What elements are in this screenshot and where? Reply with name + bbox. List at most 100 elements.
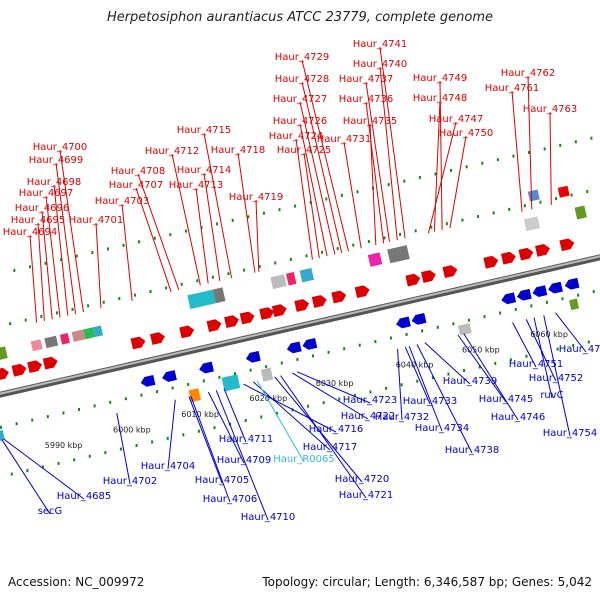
forward-tick xyxy=(258,265,261,269)
feature-block xyxy=(0,430,5,441)
reverse-gene-label: Haur_4702 xyxy=(103,476,158,487)
forward-gene-label: Haur_4747 xyxy=(429,114,484,125)
reverse-tick xyxy=(311,354,314,358)
gene-label-connector xyxy=(404,346,431,405)
feature-block xyxy=(569,298,580,311)
gene-label-connector xyxy=(301,59,350,252)
forward-tick xyxy=(102,300,105,304)
reverse-tick xyxy=(109,400,112,404)
forward-gene-label: Haur_4729 xyxy=(275,52,330,63)
forward-gene-label: Haur_4703 xyxy=(95,196,150,207)
gene-label-connector xyxy=(41,210,53,320)
forward-tick xyxy=(399,232,402,236)
reverse-tick xyxy=(119,447,122,451)
reverse-tick xyxy=(327,350,330,354)
reverse-tick xyxy=(447,372,450,376)
reverse-gene-arrow xyxy=(516,288,532,301)
reverse-tick xyxy=(436,325,439,329)
forward-tick xyxy=(352,243,355,247)
reverse-tick xyxy=(156,390,159,394)
reverse-tick xyxy=(218,375,221,379)
forward-tick xyxy=(387,183,390,187)
reverse-gene-label: secG xyxy=(38,506,63,517)
feature-block xyxy=(367,252,383,267)
gene-label-connector xyxy=(463,333,519,421)
map-title: Herpetosiphon aurantiacus ATCC 23779, co… xyxy=(106,10,494,25)
feature-block xyxy=(523,216,541,232)
forward-tick xyxy=(13,268,16,272)
reverse-gene-label: Haur_4738 xyxy=(445,445,500,456)
reverse-gene-label: Haur_4685 xyxy=(57,491,112,502)
gene-label-connector xyxy=(256,380,305,463)
feature-block xyxy=(260,367,274,382)
gene-label-connector xyxy=(29,234,38,323)
gene-label-connector xyxy=(299,101,336,255)
forward-tick xyxy=(75,254,78,258)
gene-label-connector xyxy=(397,348,403,421)
reverse-tick xyxy=(244,419,247,423)
feature-block xyxy=(574,205,587,220)
forward-gene-label: Haur_4696 xyxy=(15,203,70,214)
forward-tick xyxy=(40,315,43,319)
reverse-tick xyxy=(478,365,481,369)
gene-label-connector xyxy=(365,101,385,244)
forward-gene-label: Haur_4694 xyxy=(3,227,58,238)
forward-gene-label: Haur_4736 xyxy=(339,94,394,105)
reverse-gene-label: Haur_4711 xyxy=(219,434,274,445)
feature-block xyxy=(387,245,410,264)
feature-block xyxy=(557,185,570,198)
feature-block xyxy=(30,339,43,352)
reverse-gene-label: Haur_4704 xyxy=(141,461,196,472)
reverse-tick xyxy=(431,376,434,380)
reverse-tick xyxy=(166,436,169,440)
gene-label-connector xyxy=(95,222,102,309)
gene-label-connector xyxy=(296,371,371,404)
feature-block xyxy=(221,374,241,392)
reverse-gene-label: Haur_4733 xyxy=(403,396,458,407)
reverse-tick xyxy=(41,465,44,469)
reverse-gene-label: Haur_4745 xyxy=(479,394,534,405)
gene-label-connector xyxy=(343,141,362,249)
reverse-tick xyxy=(509,358,512,362)
gene-label-connector xyxy=(512,322,537,368)
forward-gene-arrow xyxy=(259,307,275,320)
reverse-tick xyxy=(530,304,533,308)
forward-tick xyxy=(477,215,480,219)
reverse-tick xyxy=(57,461,60,465)
forward-gene-arrow xyxy=(421,270,436,283)
forward-tick xyxy=(305,254,308,258)
gene-label-connector xyxy=(137,173,180,291)
feature-block xyxy=(44,335,59,349)
reverse-tick xyxy=(260,415,263,419)
reverse-tick xyxy=(104,451,107,455)
reverse-tick xyxy=(265,365,268,369)
reverse-gene-label: Haur_4732 xyxy=(375,412,430,423)
forward-gene-arrow xyxy=(354,285,370,299)
feature-block xyxy=(0,346,8,360)
reverse-tick xyxy=(26,469,29,473)
forward-gene-arrow xyxy=(311,295,327,308)
reverse-tick xyxy=(62,411,65,415)
reverse-tick xyxy=(233,372,236,376)
forward-gene-label: Haur_4728 xyxy=(275,74,330,85)
forward-tick xyxy=(321,250,324,254)
forward-tick xyxy=(492,211,495,215)
forward-gene-label: Haur_4713 xyxy=(169,180,224,191)
gene-label-connector xyxy=(408,345,443,432)
forward-gene-label: Haur_4712 xyxy=(145,146,200,157)
forward-tick xyxy=(44,261,47,265)
forward-gene-arrow xyxy=(130,336,146,350)
forward-gene-label: Haur_4708 xyxy=(111,166,166,177)
gene-label-connector xyxy=(45,195,61,318)
gene-label-connector xyxy=(207,391,245,464)
forward-gene-arrow xyxy=(500,251,516,265)
forward-tick xyxy=(559,143,562,147)
forward-tick xyxy=(340,193,343,197)
gene-label-connector xyxy=(439,80,443,230)
forward-tick xyxy=(247,215,250,219)
forward-tick xyxy=(196,279,199,283)
scale-label: 6020 kbp xyxy=(249,394,287,403)
forward-gene-label: Haur_4701 xyxy=(69,215,124,226)
reverse-tick xyxy=(15,422,18,426)
